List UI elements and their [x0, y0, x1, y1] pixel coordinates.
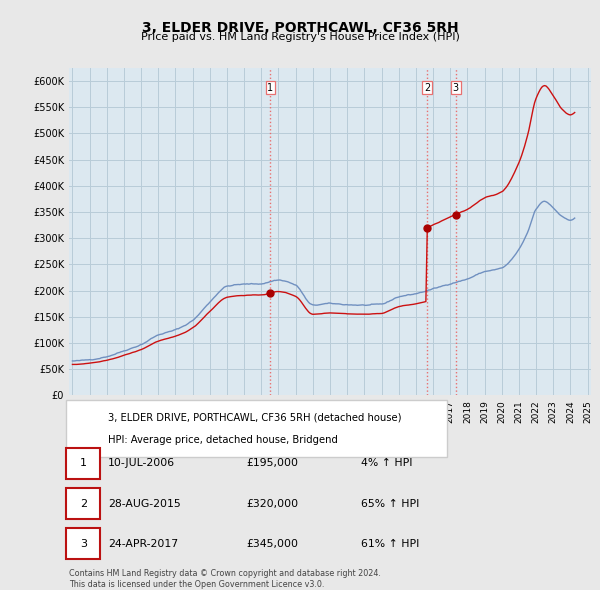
Text: 24-APR-2017: 24-APR-2017 — [108, 539, 178, 549]
FancyBboxPatch shape — [67, 448, 100, 479]
Text: 1: 1 — [268, 83, 274, 93]
Text: 65% ↑ HPI: 65% ↑ HPI — [361, 499, 419, 509]
Text: 2: 2 — [424, 83, 430, 93]
Text: 10-JUL-2006: 10-JUL-2006 — [108, 458, 175, 468]
Text: 28-AUG-2015: 28-AUG-2015 — [108, 499, 181, 509]
Text: 3: 3 — [452, 83, 459, 93]
Text: £195,000: £195,000 — [247, 458, 298, 468]
Text: Contains HM Land Registry data © Crown copyright and database right 2024.
This d: Contains HM Land Registry data © Crown c… — [69, 569, 381, 589]
Text: Price paid vs. HM Land Registry's House Price Index (HPI): Price paid vs. HM Land Registry's House … — [140, 32, 460, 42]
Text: £345,000: £345,000 — [247, 539, 298, 549]
Text: £320,000: £320,000 — [247, 499, 299, 509]
Text: 3, ELDER DRIVE, PORTHCAWL, CF36 5RH (detached house): 3, ELDER DRIVE, PORTHCAWL, CF36 5RH (det… — [108, 412, 401, 422]
FancyBboxPatch shape — [67, 528, 100, 559]
FancyBboxPatch shape — [67, 488, 100, 519]
Text: 2: 2 — [80, 499, 87, 509]
Text: HPI: Average price, detached house, Bridgend: HPI: Average price, detached house, Brid… — [108, 435, 338, 445]
Text: 4% ↑ HPI: 4% ↑ HPI — [361, 458, 413, 468]
FancyBboxPatch shape — [67, 400, 448, 457]
Text: 3: 3 — [80, 539, 87, 549]
Text: 61% ↑ HPI: 61% ↑ HPI — [361, 539, 419, 549]
Text: 1: 1 — [80, 458, 87, 468]
Text: 3, ELDER DRIVE, PORTHCAWL, CF36 5RH: 3, ELDER DRIVE, PORTHCAWL, CF36 5RH — [142, 21, 458, 35]
